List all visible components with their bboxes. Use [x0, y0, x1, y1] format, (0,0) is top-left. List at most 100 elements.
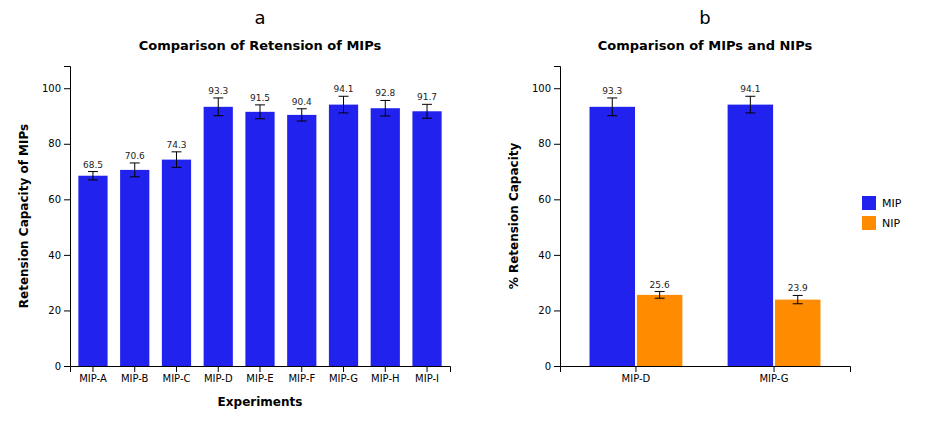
tick-mark [64, 144, 70, 145]
y-axis: 020406080100 [532, 67, 561, 372]
x-axis: MIP-D MIP-G [561, 366, 851, 384]
plot-area [590, 96, 821, 366]
bar [329, 105, 358, 366]
y-tick: 100 [532, 83, 560, 94]
data-label: 23.9 [788, 283, 808, 293]
tick-mark [64, 199, 70, 200]
tick-label: 60 [48, 194, 61, 205]
x-tick: MIP-G [329, 366, 358, 384]
data-label: 74.3 [166, 140, 186, 150]
tick-label: 60 [538, 194, 551, 205]
tick-label: 20 [538, 305, 551, 316]
data-label: 91.5 [250, 93, 270, 103]
panel: 93.394.125.623.9MIP-DMIP-G020406080100Co… [507, 7, 902, 384]
error-bar [339, 96, 349, 113]
data-label: 94.1 [740, 84, 760, 94]
tick-label: MIP-H [371, 373, 400, 384]
axis-domain [64, 67, 71, 367]
tick-mark [427, 366, 428, 372]
error-bar [213, 98, 223, 116]
data-label: 93.3 [602, 86, 622, 96]
tick-label: MIP-D [204, 373, 233, 384]
x-axis: MIP-A MIP-B MIP-C MIP-D MIP-E MIP-F MIP-G MIP-H… [71, 366, 451, 384]
panel-label: a [254, 7, 265, 28]
x-tick: MIP-G [759, 366, 788, 384]
tick-mark [134, 366, 135, 372]
tick-mark [218, 366, 219, 372]
tick-mark [64, 255, 70, 256]
x-tick: MIP-C [162, 366, 190, 384]
panel: 68.570.674.393.391.590.494.192.891.7MIP-… [17, 7, 451, 409]
error-bar [380, 100, 390, 116]
tick-mark [554, 144, 560, 145]
bar [775, 300, 820, 366]
y-tick: 80 [538, 138, 560, 149]
tick-label: 20 [48, 305, 61, 316]
x-tick: MIP-A [79, 366, 107, 384]
error-bar [745, 96, 755, 113]
y-tick: 60 [538, 194, 560, 205]
tick-label: MIP-D [622, 373, 651, 384]
error-bar [255, 105, 265, 119]
tick-mark [64, 310, 70, 311]
x-tick: MIP-B [121, 366, 149, 384]
tick-label: 80 [48, 138, 61, 149]
tick-mark [554, 366, 560, 367]
axis-domain [561, 367, 851, 373]
tick-mark [554, 255, 560, 256]
data-labels: 93.3 94.1 25.6 23.9 [602, 84, 808, 293]
y-axis-label: Retension Capacity of MIPs [17, 124, 31, 308]
tick-label: 100 [42, 83, 61, 94]
tick-mark [64, 366, 70, 367]
bar [287, 115, 316, 366]
tick-mark [554, 310, 560, 311]
y-tick: 20 [538, 305, 560, 316]
data-label: 90.4 [292, 97, 312, 107]
data-label: 93.3 [208, 86, 228, 96]
data-label: 70.6 [125, 151, 145, 161]
tick-label: 0 [55, 361, 61, 372]
bar [162, 160, 191, 366]
x-tick: MIP-F [288, 366, 315, 384]
x-tick: MIP-E [246, 366, 273, 384]
tick-mark [92, 366, 93, 372]
tick-mark [343, 366, 344, 372]
tick-mark [554, 88, 560, 89]
figure: 68.570.674.393.391.590.494.192.891.7MIP-… [0, 0, 949, 426]
error-bar [655, 292, 665, 299]
legend-item: NIP [862, 216, 900, 230]
y-axis: 0 20 40 60 80 100 [42, 67, 71, 372]
bar [204, 107, 233, 366]
tick-label: 80 [538, 138, 551, 149]
legend-swatch [862, 216, 876, 230]
y-tick: 40 [538, 250, 560, 261]
bar [590, 107, 635, 366]
bar [728, 105, 773, 366]
x-tick: MIP-D [622, 366, 651, 384]
tick-mark [301, 366, 302, 372]
title: Comparison of MIPs and NIPs [598, 38, 813, 53]
legend-item: MIP [862, 196, 902, 210]
y-axis-label: % Retension Capacity [507, 143, 521, 290]
y-tick: 100 [42, 83, 70, 94]
error-bar [88, 172, 98, 180]
legend-label: NIP [882, 217, 900, 230]
data-labels: 68.570.674.393.391.590.494.192.891.7 [83, 84, 437, 169]
data-label: 25.6 [650, 280, 670, 290]
x-tick: MIP-I [415, 366, 439, 384]
title: Comparison of Retension of MIPs [139, 38, 382, 53]
legend-swatch [862, 196, 876, 210]
tick-label: 100 [532, 83, 551, 94]
tick-mark [635, 366, 636, 372]
tick-mark [774, 366, 775, 372]
y-tick: 0 [55, 361, 70, 372]
data-label: 92.8 [375, 88, 395, 98]
tick-label: 40 [538, 250, 551, 261]
bar [371, 108, 400, 366]
tick-label: MIP-B [121, 373, 149, 384]
tick-label: 40 [48, 250, 61, 261]
error-bar [793, 295, 803, 303]
error-bar [130, 163, 140, 177]
y-tick: 80 [48, 138, 70, 149]
bar [412, 111, 441, 366]
